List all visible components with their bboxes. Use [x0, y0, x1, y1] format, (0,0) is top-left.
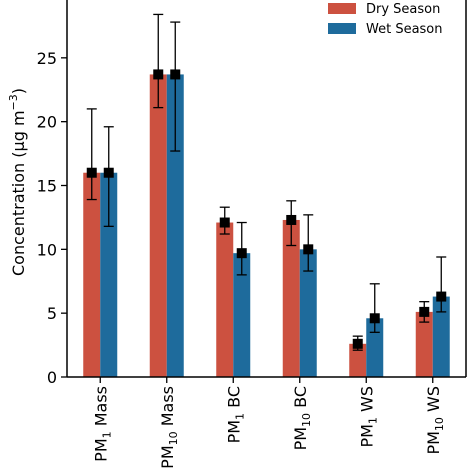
- legend-swatch-dry: [328, 3, 356, 14]
- y-tick-label: 20: [37, 113, 57, 132]
- mean-marker-dry-3: [286, 214, 297, 225]
- y-axis-label: Concentration (μg m−3): [7, 88, 28, 276]
- bar-dry-5: [415, 311, 433, 377]
- bar-wet-2: [233, 253, 251, 377]
- mean-marker-dry-0: [86, 167, 97, 178]
- legend-swatch-wet: [328, 23, 356, 34]
- mean-marker-dry-5: [419, 306, 430, 317]
- bar-wet-5: [432, 296, 450, 377]
- mean-marker-dry-2: [219, 217, 230, 228]
- bar-dry-1: [149, 74, 167, 378]
- x-tick-label: PM10 WS: [424, 386, 446, 455]
- y-tick-label: 5: [47, 304, 57, 323]
- plot-area: [83, 13, 450, 378]
- legend-label-wet: Wet Season: [366, 22, 443, 37]
- mean-marker-wet-2: [236, 248, 247, 259]
- mean-marker-wet-0: [103, 167, 114, 178]
- bar-dry-3: [282, 219, 300, 377]
- mean-marker-dry-4: [352, 338, 363, 349]
- bar-dry-2: [216, 222, 234, 377]
- mean-marker-wet-1: [170, 69, 181, 80]
- y-tick-label: 10: [37, 240, 57, 259]
- bar-wet-3: [299, 249, 317, 377]
- bar-dry-0: [83, 172, 101, 377]
- x-tick-label: PM10 Mass: [158, 386, 180, 469]
- mean-marker-wet-5: [436, 291, 447, 302]
- y-tick-label: 15: [37, 177, 57, 196]
- bar-dry-4: [349, 343, 367, 377]
- mean-marker-wet-4: [369, 313, 380, 324]
- bar-wet-1: [166, 74, 184, 378]
- legend-label-dry: Dry Season: [366, 2, 440, 17]
- mean-marker-dry-1: [153, 69, 164, 80]
- legend: Dry Season Wet Season: [328, 2, 443, 37]
- bar-wet-0: [100, 172, 118, 377]
- y-tick-label: 25: [37, 49, 57, 68]
- mean-marker-wet-3: [303, 244, 314, 255]
- axes: 0 5 10 15 20 25 PM1 Mass PM10 Mass PM1 BC PM10 BC…: [37, 0, 467, 469]
- x-tick-label: PM1 WS: [357, 386, 379, 448]
- x-tick-label: PM1 Mass: [91, 386, 113, 462]
- x-tick-label: PM10 BC: [291, 386, 313, 450]
- x-tick-label: PM1 BC: [224, 386, 246, 443]
- y-tick-label: 0: [47, 368, 57, 387]
